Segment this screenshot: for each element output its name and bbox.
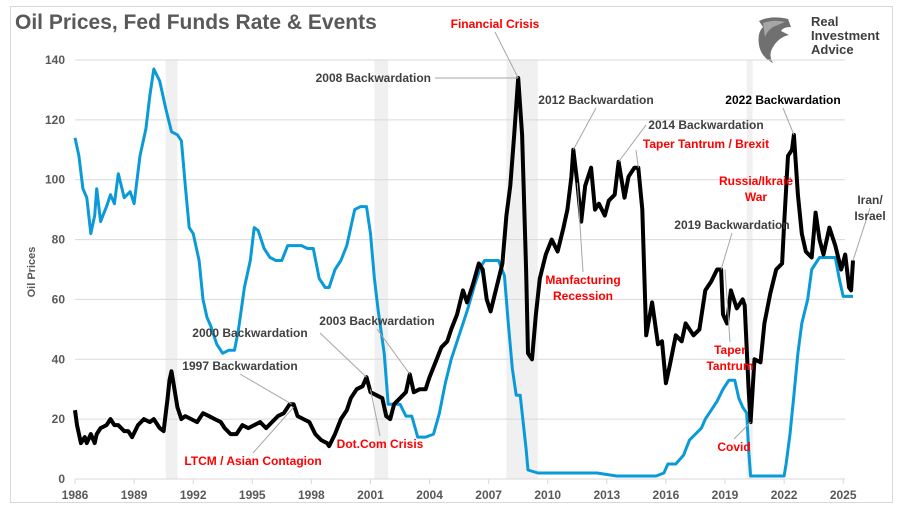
annotation-label: Iran/: [857, 193, 883, 207]
logo-line2: Investment: [811, 28, 880, 43]
x-axis: 1986 1989 1992 1995 1998 2001 2004 2007 2010 2013…: [62, 479, 857, 502]
annotation-label: War: [745, 190, 768, 204]
x-tick-label: 2016: [653, 488, 680, 502]
x-tick-label: 1992: [180, 488, 207, 502]
annotation-label: 2012 Backwardation: [538, 93, 653, 107]
annotation-label: Tantrum: [706, 359, 753, 373]
y-tick-label: 100: [45, 173, 65, 187]
annotation-label: 2014 Backwardation: [648, 118, 763, 132]
x-tick-label: 1995: [239, 488, 266, 502]
annotation-label: 2000 Backwardation: [192, 326, 307, 340]
annotation-leader: [572, 107, 597, 151]
x-tick-label: 2001: [357, 488, 384, 502]
annotation-label: 2003 Backwardation: [319, 314, 434, 328]
x-tick-label: 2022: [771, 488, 798, 502]
annotation-leader: [576, 182, 584, 273]
annotation-leader: [319, 332, 367, 378]
x-tick-label: 2019: [712, 488, 739, 502]
x-tick-label: 2004: [416, 488, 443, 502]
chart-title: Oil Prices, Fed Funds Rate & Events: [15, 11, 377, 34]
y-tick-label: 120: [45, 113, 65, 127]
annotation-label: 2022 Backwardation: [725, 93, 840, 107]
annotation-label: Covid: [717, 440, 750, 454]
x-tick-label: 2025: [830, 488, 857, 502]
annotation-label: Russia/Ikraie: [719, 174, 793, 188]
annotation-label: Taper Tantrum / Brexit: [643, 137, 769, 151]
annotation-label: Recession: [553, 289, 613, 303]
oil-price-line: [73, 76, 855, 449]
chart-svg: Oil Prices, Fed Funds Rate & Events Real…: [15, 11, 886, 502]
y-axis-label: Oil Prices: [26, 247, 38, 298]
y-tick-label: 40: [52, 352, 66, 366]
y-axis: 0 20 40 60 80 100 120 140: [45, 53, 65, 486]
annotation-leader: [635, 149, 639, 168]
y-tick-label: 0: [58, 472, 65, 486]
x-tick-label: 1986: [62, 488, 89, 502]
annotation-label: Manfacturing: [545, 273, 620, 287]
annotation-label: Financial Crisis: [451, 17, 540, 31]
annotation-leader: [782, 107, 795, 136]
y-tick-label: 20: [52, 412, 66, 426]
x-tick-label: 2010: [534, 488, 561, 502]
recession-band: [165, 60, 178, 479]
annotation-label: Dot.Com Crisis: [337, 437, 424, 451]
series-group: [73, 67, 855, 478]
annotation-label: 2019 Backwardation: [674, 218, 789, 232]
annotation-leader: [852, 207, 871, 261]
annotation-leader: [789, 176, 792, 182]
annotation-leader: [369, 389, 381, 437]
y-tick-label: 60: [52, 292, 66, 306]
annotation-label: 2008 Backwardation: [316, 71, 431, 85]
annotation-leader: [494, 31, 519, 79]
annotation-leader: [724, 269, 731, 343]
annotation-leader: [376, 328, 411, 375]
x-tick-label: 2013: [593, 488, 620, 502]
eagle-icon: [758, 17, 791, 63]
y-tick-label: 140: [45, 53, 65, 67]
x-tick-label: 2007: [475, 488, 502, 502]
y-tick-label: 80: [52, 233, 66, 247]
logo-line3: Advice: [811, 42, 854, 57]
annotation-leader: [239, 373, 292, 405]
fed-funds-line: [73, 67, 853, 478]
annotation-label: Taper: [714, 343, 746, 357]
annotations: Financial Crisis 2008 Backwardation 2012 B…: [182, 17, 885, 468]
x-tick-label: 1998: [298, 488, 325, 502]
annotation-leader: [618, 124, 647, 163]
annotation-label: LTCM / Asian Contagion: [184, 454, 321, 468]
logo-line1: Real: [811, 14, 838, 29]
annotation-label: Israel: [854, 209, 885, 223]
annotation-label: 1997 Backwardation: [182, 359, 297, 373]
annotation-leader: [720, 232, 733, 270]
recession-band: [746, 60, 753, 479]
annotation-leader: [252, 406, 295, 454]
annotation-leader: [733, 421, 751, 440]
chart-frame: Oil Prices, Fed Funds Rate & Events Real…: [10, 6, 893, 503]
x-tick-label: 1989: [121, 488, 148, 502]
logo: Real Investment Advice: [758, 14, 880, 63]
